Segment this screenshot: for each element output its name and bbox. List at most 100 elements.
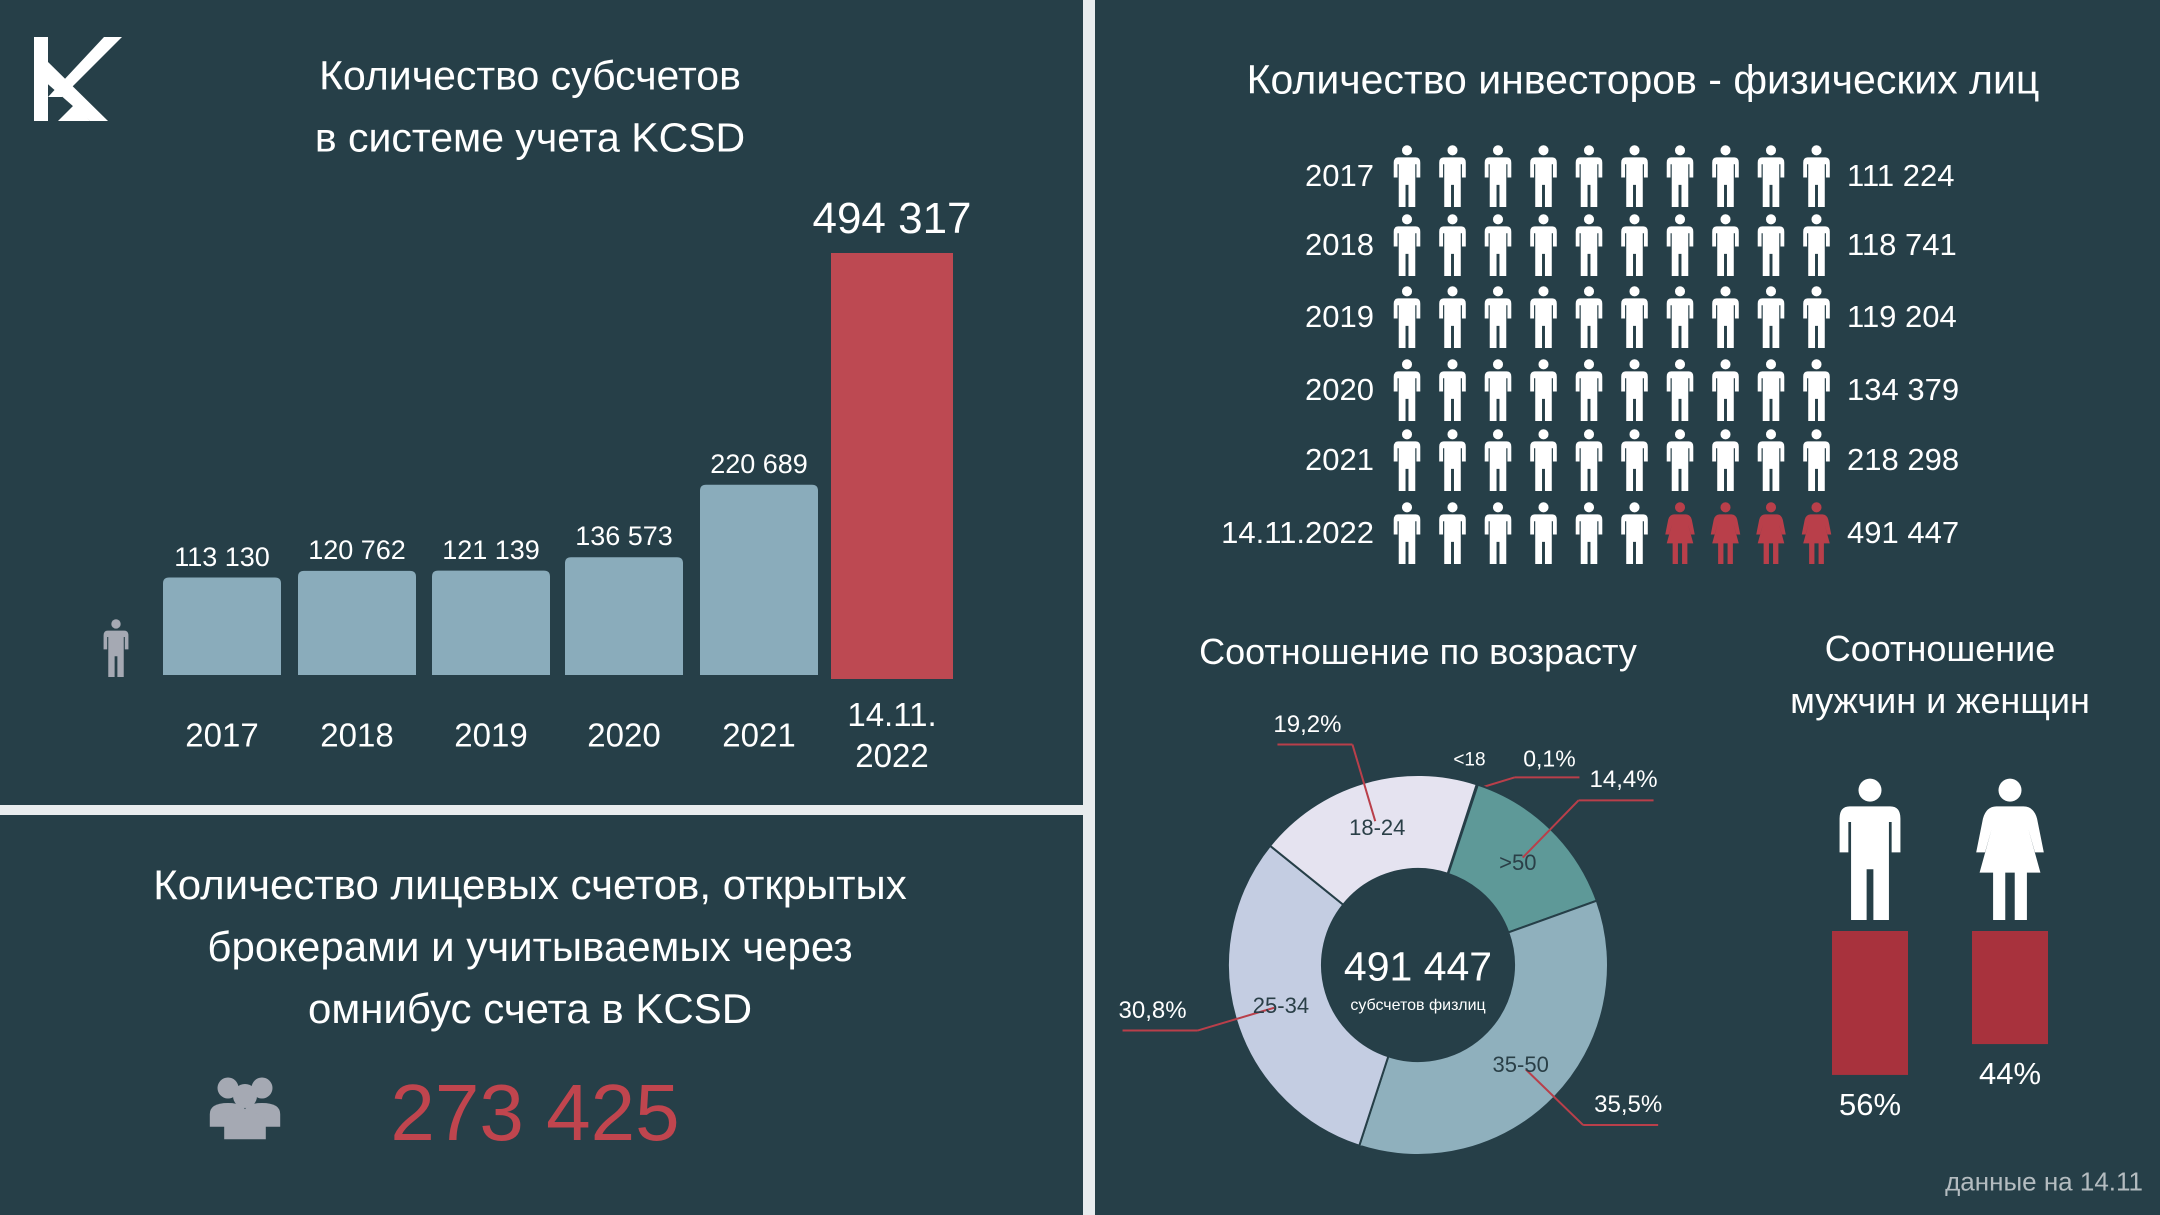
category-label: 2018 (320, 716, 394, 754)
person-icon (1484, 214, 1512, 276)
person-icon-head (1629, 214, 1640, 225)
bar (1832, 931, 1908, 1075)
category-label: 2020 (587, 716, 661, 754)
person-icon (1666, 214, 1694, 276)
person-icon-body (1393, 371, 1421, 421)
person-icon-body (1621, 226, 1648, 276)
person-icon-body (1757, 371, 1785, 421)
person-icon-head (1492, 286, 1504, 297)
person-icon-head (1492, 502, 1504, 513)
person-icon-body (1439, 441, 1466, 491)
person-icon (1665, 502, 1695, 564)
donut-center (1322, 869, 1514, 1061)
person-icon-head (1765, 214, 1777, 225)
person-icon-head (1583, 359, 1595, 370)
person-icon (1621, 214, 1648, 276)
person-icon (1393, 502, 1421, 564)
person-icon-head (1720, 359, 1731, 370)
person-icon-head (1629, 145, 1640, 156)
person-icon-body (1484, 441, 1512, 491)
person-icon-body (1393, 441, 1421, 491)
chart-title: Количество лицевых счетов, открытых (153, 860, 907, 908)
bar (1972, 931, 2048, 1045)
person-icon-head (1401, 429, 1413, 440)
person-icon (1757, 286, 1785, 348)
person-icon (1666, 286, 1694, 348)
person-icon (1530, 145, 1557, 207)
person-icon-body (1712, 298, 1739, 348)
person-icon-body (1575, 298, 1603, 348)
value-label: 113 130 (174, 541, 270, 572)
bar (163, 577, 281, 675)
person-icon-body (1757, 157, 1785, 207)
value-label: 56% (1838, 1086, 1902, 1122)
chart-title: Соотношение (1824, 628, 2056, 670)
category-label: 2019 (454, 716, 528, 754)
woman-icon (1976, 778, 2044, 920)
person-icon (1756, 502, 1786, 564)
person-icon (1439, 429, 1466, 491)
person-icon-head (1811, 429, 1822, 440)
value-label: 494 317 (812, 193, 972, 243)
value-label: 136 573 (575, 521, 673, 552)
person-icon-head (1447, 145, 1458, 156)
group-icon-body (224, 1112, 266, 1140)
person-icon-head (1538, 145, 1549, 156)
chart-title: Соотношение по возрасту (1199, 631, 1637, 673)
person-icon-body (1393, 226, 1421, 276)
segment-label: <18 (1453, 749, 1486, 771)
bar (565, 557, 683, 675)
person-icon (1803, 145, 1830, 207)
value-label: 118 741 (1847, 226, 1957, 262)
person-icon-head (1447, 214, 1458, 225)
chart-title: в системе учета KCSD (314, 114, 746, 161)
person-icon-head (1401, 214, 1413, 225)
group-icon (209, 1077, 281, 1140)
person-icon-body (1439, 371, 1466, 421)
value-label: 111 224 (1847, 157, 1955, 193)
value-label: 220 689 (710, 448, 808, 479)
person-icon (1530, 286, 1557, 348)
person-icon-head (1492, 359, 1504, 370)
person-icon-body (103, 630, 129, 677)
person-icon-body (1712, 157, 1739, 207)
person-icon-body (1575, 441, 1603, 491)
person-icon (1712, 286, 1739, 348)
person-icon (1575, 502, 1603, 564)
value-label: 120 762 (308, 535, 406, 566)
person-icon (1439, 214, 1466, 276)
person-icon-head (1538, 502, 1549, 513)
person-icon-head (1720, 502, 1731, 513)
segment-label: 35-50 (1492, 1051, 1549, 1077)
person-icon-body (1621, 298, 1648, 348)
person-icon-body (1803, 441, 1830, 491)
person-icon-body (1530, 371, 1557, 421)
person-icon (1803, 429, 1830, 491)
person-icon-head (1765, 429, 1777, 440)
category-label: 2021 (722, 716, 796, 754)
leader-line (1522, 799, 1580, 859)
divider-horizontal (0, 805, 1083, 815)
person-icon-body (1666, 226, 1694, 276)
person-icon-head (1401, 359, 1413, 370)
person-icon (1575, 429, 1603, 491)
person-icon-head (1538, 286, 1549, 297)
logo (34, 37, 122, 121)
value-label: 119 204 (1847, 298, 1957, 334)
group-icon-head (233, 1084, 257, 1108)
person-icon-head (1583, 145, 1595, 156)
person-icon-head (1538, 429, 1549, 440)
person-icon (1393, 145, 1421, 207)
category-label: 2021 (1305, 441, 1374, 477)
segment-label: >50 (1499, 849, 1537, 875)
category-label: 14.11. 2022 (847, 695, 937, 774)
person-icon (1621, 145, 1648, 207)
icon-row (1393, 286, 1830, 348)
person-icon-head (1492, 145, 1504, 156)
person-icon (1393, 359, 1421, 421)
category-label: 2017 (185, 716, 259, 754)
person-icon-head (1720, 286, 1731, 297)
person-icon-head (1720, 214, 1731, 225)
person-icon-body (1575, 157, 1603, 207)
man-icon-head (1858, 778, 1882, 802)
